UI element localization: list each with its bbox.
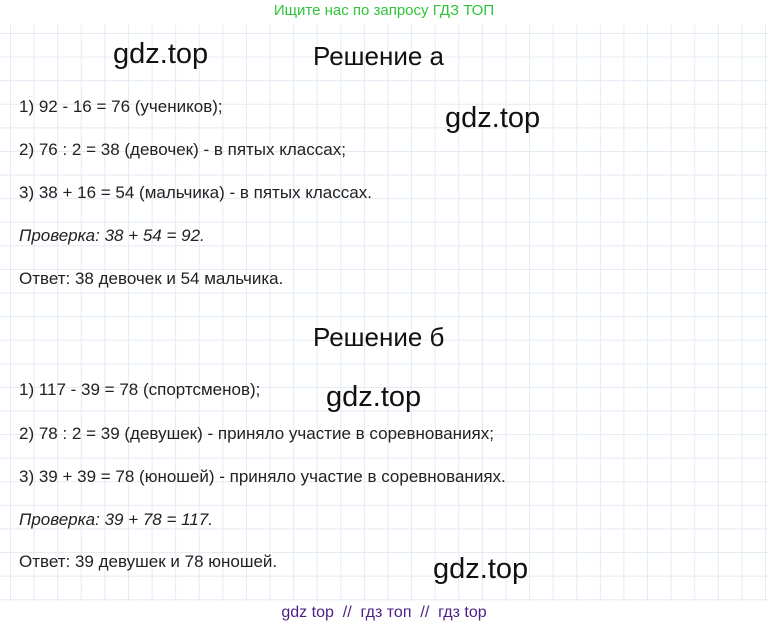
check-line: Проверка: 38 + 54 = 92. <box>19 226 205 246</box>
watermark: gdz.top <box>433 553 529 585</box>
footer-links: gdz top // гдз топ // гдз top <box>281 604 487 621</box>
solution-line: 2) 76 : 2 = 38 (девочек) - в пятых класс… <box>19 140 346 159</box>
solution-line: 3) 38 + 16 = 54 (мальчика) - в пятых кла… <box>19 183 372 202</box>
check-expression: 39 + 78 = 117. <box>99 510 213 529</box>
check-expression: 38 + 54 = 92. <box>99 226 205 245</box>
watermark: gdz.top <box>326 381 422 413</box>
check-label: Проверка: <box>19 226 100 245</box>
watermark: gdz.top <box>113 38 209 70</box>
check-line: Проверка: 39 + 78 = 117. <box>19 510 213 530</box>
answer-line: Ответ: 39 девушек и 78 юношей. <box>19 552 278 571</box>
section-b-title: Решение б <box>313 322 445 352</box>
search-banner: Ищите нас по запросу ГДЗ ТОП <box>273 2 495 19</box>
answer-line: Ответ: 38 девочек и 54 мальчика. <box>19 269 284 288</box>
section-a-title: Решение а <box>313 41 445 71</box>
solution-line: 3) 39 + 39 = 78 (юношей) - приняло участ… <box>19 467 506 486</box>
watermark: gdz.top <box>445 102 541 134</box>
grid-paper-background <box>0 25 768 601</box>
check-label: Проверка: <box>19 510 100 529</box>
solution-line: 2) 78 : 2 = 39 (девушек) - приняло участ… <box>19 424 494 443</box>
solution-line: 1) 117 - 39 = 78 (спортсменов); <box>19 380 261 399</box>
solution-line: 1) 92 - 16 = 76 (учеников); <box>19 97 223 116</box>
